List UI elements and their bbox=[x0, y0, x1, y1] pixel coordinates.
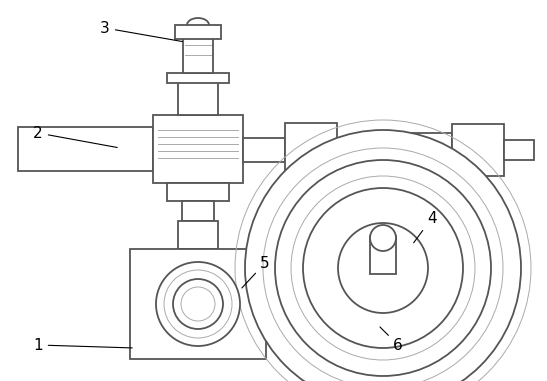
Bar bbox=[183, 35, 213, 73]
Bar bbox=[337, 140, 357, 160]
Bar bbox=[182, 249, 214, 299]
Bar bbox=[175, 25, 221, 39]
Ellipse shape bbox=[338, 223, 428, 313]
Bar bbox=[178, 221, 218, 249]
Bar bbox=[285, 123, 337, 177]
Bar bbox=[370, 238, 396, 274]
Ellipse shape bbox=[370, 225, 396, 251]
Bar bbox=[130, 249, 266, 359]
Text: 6: 6 bbox=[380, 327, 403, 352]
Text: 5: 5 bbox=[242, 256, 270, 288]
Bar bbox=[167, 183, 229, 201]
Bar bbox=[18, 127, 153, 171]
Bar bbox=[178, 79, 218, 115]
Bar bbox=[504, 140, 534, 160]
Text: 3: 3 bbox=[100, 21, 182, 42]
Ellipse shape bbox=[245, 130, 521, 381]
Text: 4: 4 bbox=[414, 210, 437, 243]
Ellipse shape bbox=[156, 262, 240, 346]
Text: 1: 1 bbox=[33, 338, 132, 352]
Bar bbox=[182, 201, 214, 221]
Bar bbox=[243, 138, 285, 162]
Text: 2: 2 bbox=[33, 125, 117, 147]
Bar bbox=[357, 133, 452, 167]
Bar bbox=[167, 73, 229, 83]
Bar bbox=[452, 124, 504, 176]
Bar bbox=[153, 115, 243, 183]
